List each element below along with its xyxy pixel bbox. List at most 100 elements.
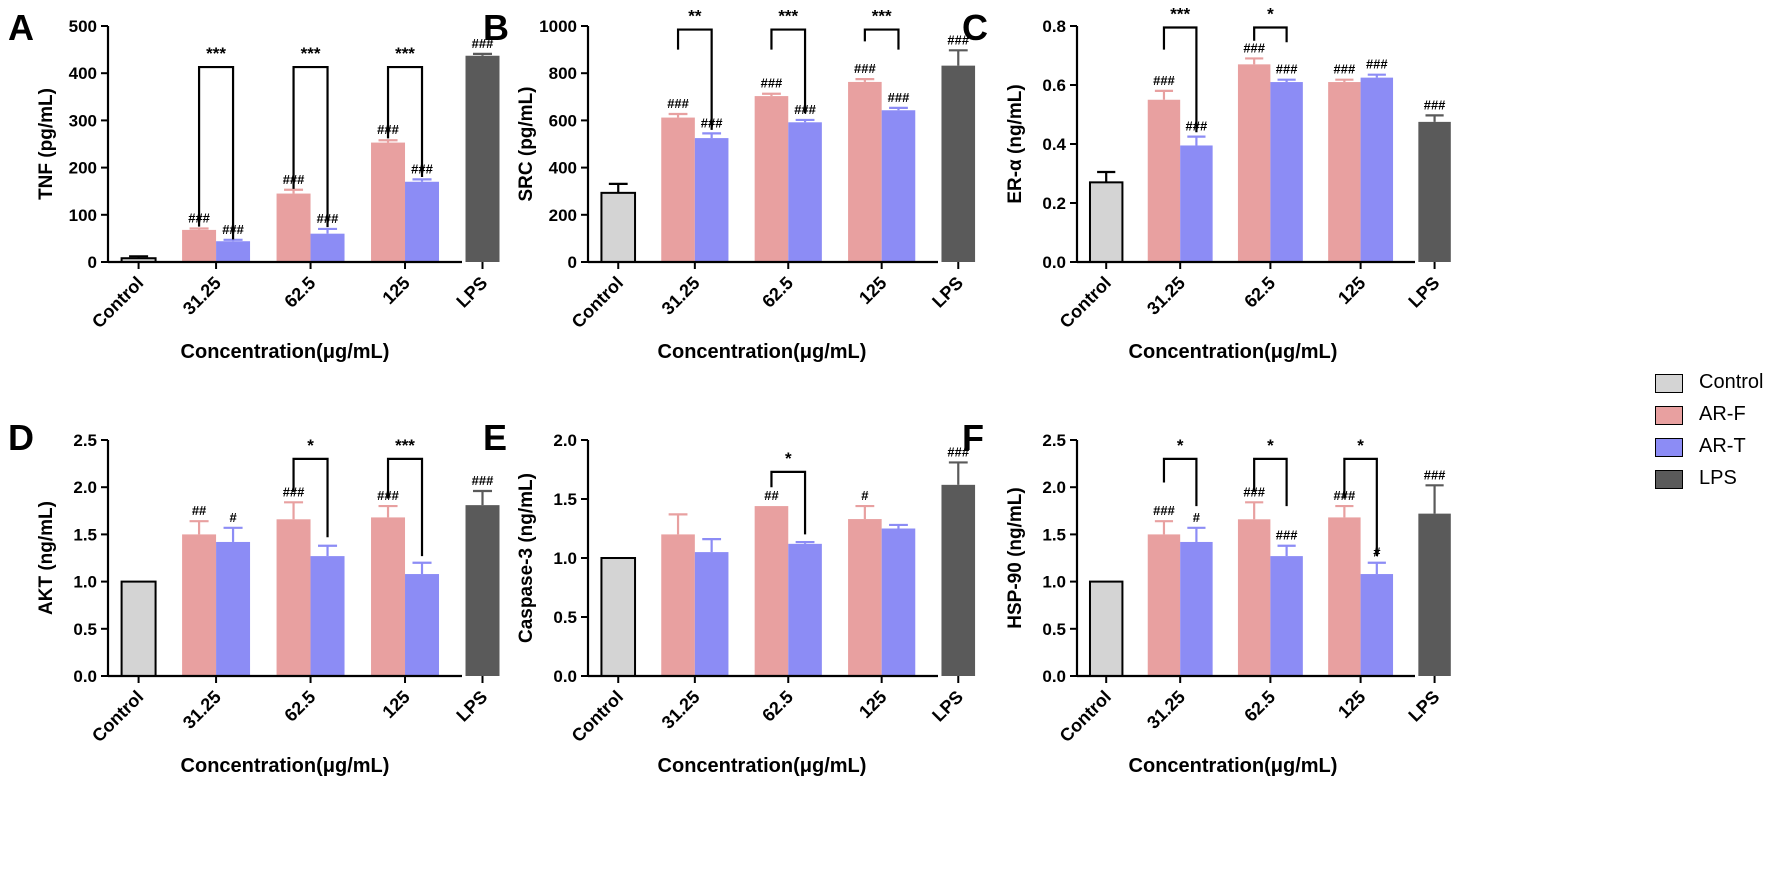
y-tick-label: 800 <box>549 64 577 83</box>
y-tick-label: 400 <box>69 64 97 83</box>
y-tick-label: 1.5 <box>1042 525 1066 544</box>
legend-item-control: Control <box>1655 368 1770 400</box>
bar-ar-t <box>881 528 916 676</box>
bracket-stars: * <box>307 436 314 455</box>
significance-label: ### <box>1276 62 1298 77</box>
x-axis-title: Concentration(μg/mL) <box>181 341 390 363</box>
significance-label: ### <box>472 473 494 488</box>
legend: Control AR-F AR-T LPS <box>1655 368 1770 496</box>
y-tick-label: 2.0 <box>1042 478 1066 497</box>
x-tick-label: 62.5 <box>280 687 319 726</box>
bracket-stars: *** <box>1170 4 1190 23</box>
bracket-stars: *** <box>301 44 321 63</box>
y-tick-label: 2.5 <box>73 431 97 450</box>
y-tick-label: 0.5 <box>1042 620 1066 639</box>
significance-bracket <box>1162 26 1198 133</box>
panel-letter: D <box>8 417 34 458</box>
significance-bracket <box>292 65 329 228</box>
y-tick-label: 0.4 <box>1042 135 1066 154</box>
y-axis-title: ER-α (ng/mL) <box>1005 84 1026 203</box>
significance-label: ### <box>1424 467 1446 482</box>
significance-bracket <box>770 470 807 535</box>
panel-letter: E <box>483 417 507 458</box>
significance-bracket <box>1343 457 1378 557</box>
bar-ar-f <box>371 142 406 262</box>
bar-ar-t <box>405 181 440 262</box>
x-tick-label: Control <box>568 273 627 332</box>
significance-label: ### <box>854 61 876 76</box>
x-axis-title: Concentration(μg/mL) <box>658 341 867 363</box>
x-tick-label: 31.25 <box>658 273 704 319</box>
bracket-stars: * <box>785 449 792 468</box>
bar-ar-f <box>1328 517 1361 676</box>
bar-ar-f <box>661 534 695 676</box>
y-tick-label: 1.5 <box>73 525 97 544</box>
bar-ar-t <box>694 138 729 262</box>
bracket-stars: * <box>1267 4 1274 23</box>
x-tick-label: LPS <box>928 273 967 312</box>
bracket-stars: * <box>1267 436 1274 455</box>
bracket-stars: *** <box>395 436 415 455</box>
bar-ar-t <box>694 552 729 676</box>
x-tick-label: 31.25 <box>179 273 225 319</box>
y-tick-label: 200 <box>549 206 577 225</box>
chart-panel-a: A0100200300400500#####################**… <box>8 7 500 363</box>
bar-ar-f <box>754 506 789 676</box>
significance-bracket <box>676 28 713 130</box>
legend-swatch-ar-t <box>1655 438 1683 457</box>
panel-letter: C <box>962 7 988 48</box>
significance-label: ### <box>1243 40 1265 55</box>
y-tick-label: 200 <box>69 159 97 178</box>
bracket-stars: * <box>1177 436 1184 455</box>
y-tick-label: 0 <box>88 253 97 272</box>
legend-swatch-control <box>1655 374 1683 393</box>
y-tick-label: 0.0 <box>73 667 97 686</box>
y-tick-label: 0.6 <box>1042 76 1066 95</box>
bar-ar-t <box>788 122 822 263</box>
y-tick-label: 0 <box>568 253 577 272</box>
y-tick-label: 1000 <box>539 17 577 36</box>
x-axis-title: Concentration(μg/mL) <box>1129 755 1338 777</box>
x-tick-label: LPS <box>1405 687 1444 726</box>
bar-ar-t <box>310 556 345 676</box>
significance-bracket <box>197 65 235 240</box>
x-tick-label: LPS <box>1405 273 1444 312</box>
bar-ar-t <box>1360 77 1394 262</box>
bracket-stars: ** <box>688 7 702 26</box>
significance-label: ### <box>1334 62 1356 77</box>
y-tick-label: 2.0 <box>553 431 577 450</box>
x-tick-label: Control <box>88 687 147 746</box>
x-tick-label: 125 <box>378 687 413 722</box>
x-tick-label: 125 <box>1334 273 1369 308</box>
y-tick-label: 0.2 <box>1042 194 1066 213</box>
legend-swatch-lps <box>1655 470 1683 489</box>
significance-label: ## <box>192 503 207 518</box>
significance-label: # <box>861 488 869 503</box>
bar-lps <box>1418 121 1451 262</box>
x-tick-label: 125 <box>378 273 413 308</box>
x-tick-label: 125 <box>855 273 890 308</box>
significance-label: ### <box>888 90 910 105</box>
bar-control <box>600 191 637 264</box>
significance-label: ### <box>761 76 783 91</box>
x-tick-label: LPS <box>452 687 491 726</box>
y-tick-label: 1.5 <box>553 490 577 509</box>
bar-ar-t <box>1180 541 1213 676</box>
significance-bracket <box>1253 26 1288 43</box>
bar-ar-f <box>1147 534 1181 676</box>
x-tick-label: Control <box>88 273 147 332</box>
x-tick-label: 125 <box>1334 687 1369 722</box>
bar-ar-f <box>848 519 882 676</box>
significance-label: ### <box>1424 97 1446 112</box>
y-tick-label: 100 <box>69 206 97 225</box>
significance-bracket <box>386 65 424 178</box>
y-tick-label: 0.0 <box>1042 253 1066 272</box>
legend-label-ar-t: AR-T <box>1699 435 1746 457</box>
x-tick-label: 62.5 <box>758 687 797 726</box>
significance-label: ## <box>764 488 779 503</box>
significance-bracket <box>863 28 900 50</box>
significance-label: ### <box>947 444 969 459</box>
panel-letter: F <box>962 417 984 458</box>
significance-label: ### <box>667 96 689 111</box>
x-axis-title: Concentration(μg/mL) <box>1129 341 1338 363</box>
